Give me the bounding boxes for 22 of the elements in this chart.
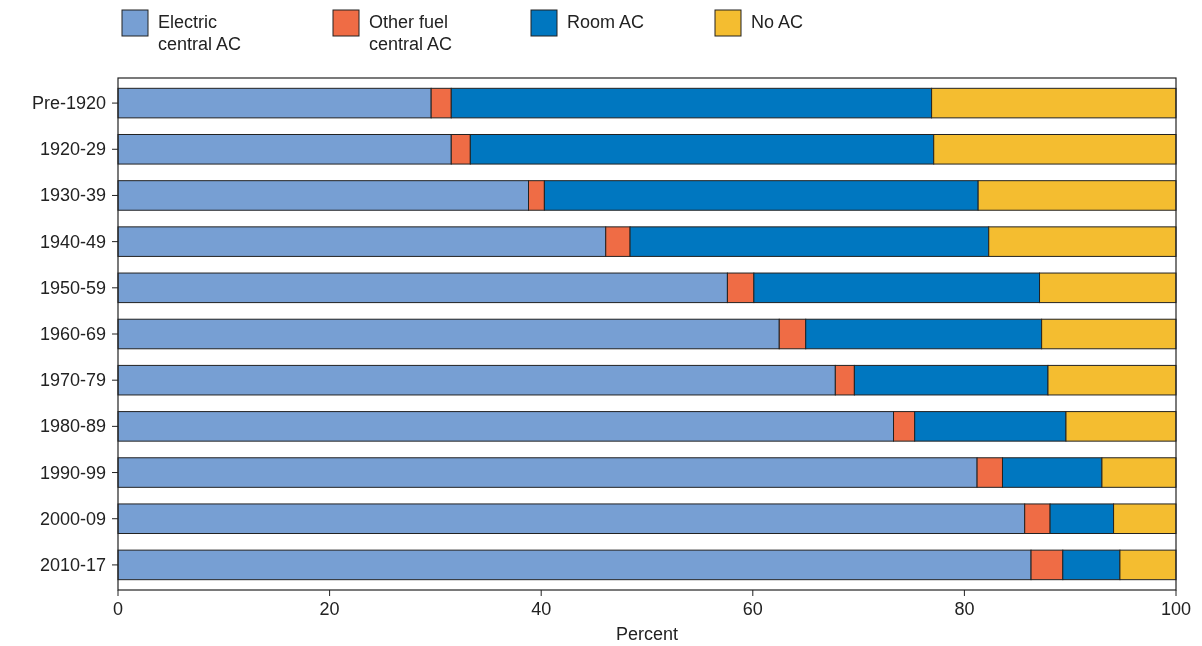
y-tick-label: 1990-99 (39, 462, 106, 483)
legend-label: No AC (751, 12, 804, 32)
y-tick-label: 1980-89 (39, 416, 106, 437)
y-tick-label: Pre-1920 (31, 93, 106, 114)
x-tick-label: 0 (112, 599, 124, 619)
x-tick-label: 40 (531, 599, 552, 619)
y-tick-label: 1950-59 (39, 277, 106, 298)
y-tick-label: 2000-09 (39, 508, 106, 529)
x-tick-label: 20 (319, 599, 340, 619)
x-tick-label: 80 (954, 599, 975, 619)
legend-label: Room AC (567, 12, 645, 32)
y-tick-label: 2010-17 (39, 554, 106, 575)
x-axis-title: Percent (615, 624, 679, 644)
x-tick-label: 100 (1160, 599, 1192, 619)
y-tick-label: 1970-79 (39, 370, 106, 391)
legend-label: Other fuel central AC (369, 12, 453, 54)
y-tick-label: 1960-69 (39, 324, 106, 344)
y-tick-label: 1920-29 (39, 139, 106, 160)
x-tick-label: 60 (742, 599, 763, 619)
legend-label: Electric central AC (158, 12, 242, 54)
y-tick-label: 1930-39 (39, 185, 106, 206)
y-tick-label: 1940-49 (39, 231, 106, 252)
